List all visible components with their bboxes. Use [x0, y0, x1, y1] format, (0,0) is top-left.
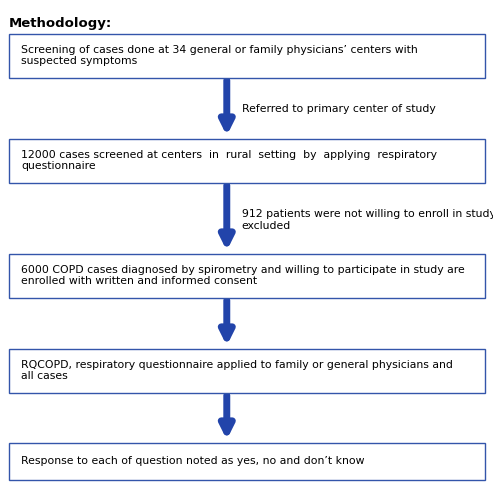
Text: Screening of cases done at 34 general or family physicians’ centers with
suspect: Screening of cases done at 34 general or… — [21, 44, 418, 66]
Text: 912 patients were not willing to enroll in study and
excluded: 912 patients were not willing to enroll … — [242, 209, 493, 231]
Text: RQCOPD, respiratory questionnaire applied to family or general physicians and
al: RQCOPD, respiratory questionnaire applie… — [21, 360, 453, 382]
FancyBboxPatch shape — [9, 34, 485, 78]
Text: 12000 cases screened at centers  in  rural  setting  by  applying  respiratory
q: 12000 cases screened at centers in rural… — [21, 150, 437, 172]
FancyBboxPatch shape — [9, 442, 485, 480]
FancyBboxPatch shape — [9, 254, 485, 298]
Text: Methodology:: Methodology: — [9, 18, 112, 30]
Text: 6000 COPD cases diagnosed by spirometry and willing to participate in study are
: 6000 COPD cases diagnosed by spirometry … — [21, 264, 465, 286]
FancyBboxPatch shape — [9, 138, 485, 182]
FancyBboxPatch shape — [9, 348, 485, 393]
Text: Response to each of question noted as yes, no and don’t know: Response to each of question noted as ye… — [21, 456, 365, 466]
Text: Referred to primary center of study: Referred to primary center of study — [242, 104, 435, 114]
